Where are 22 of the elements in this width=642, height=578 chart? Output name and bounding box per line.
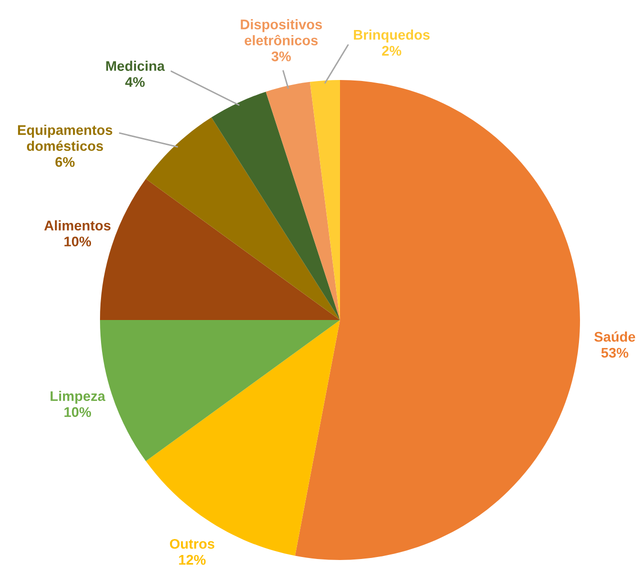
data-label: 3% [271,51,291,62]
slice-label: Medicina [106,60,165,71]
pie-slice [266,82,340,320]
slice-label: Equipamentos domésticos [18,124,112,151]
slice-label: Dispositivos eletrônicos [240,19,322,46]
data-label: 6% [55,157,75,167]
data-label: 2% [382,46,402,56]
slice-label: Brinquedos [354,30,430,42]
pie-slice [310,80,340,320]
data-label: 53% [601,348,628,358]
slice-label: Outros [170,538,214,549]
slice-label: Alimentos [44,220,111,230]
data-label: 4% [125,77,145,87]
pie-slice [146,117,340,320]
pie-slice [211,92,340,320]
data-label: 10% [64,407,92,417]
pie-slice [295,80,580,560]
slice-label: Saúde [594,331,636,342]
slice-label: Limpeza [50,390,106,404]
data-label: 12% [179,554,206,565]
data-label: 10% [64,236,92,246]
pie-slice [146,320,340,556]
